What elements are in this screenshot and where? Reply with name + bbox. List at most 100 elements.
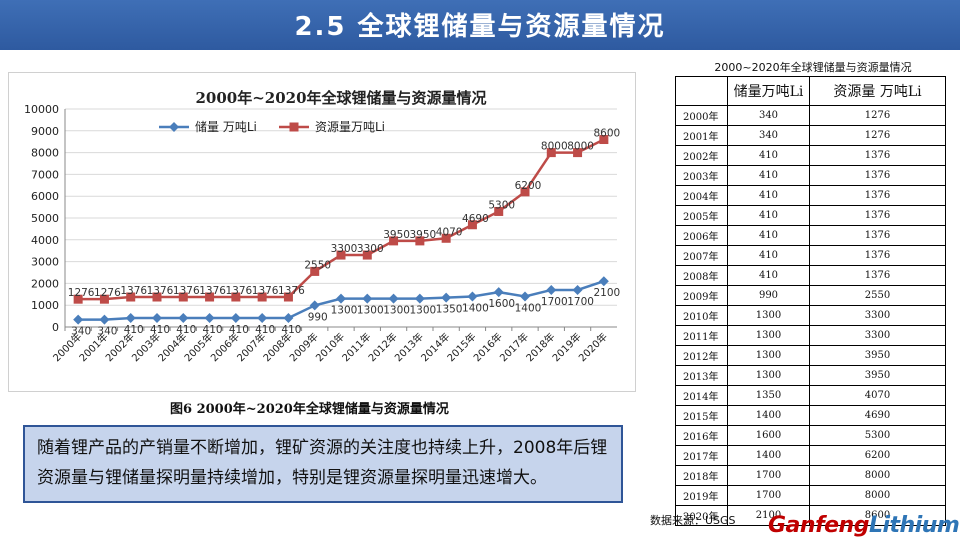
data-point (467, 291, 478, 302)
cell-year: 2018年 (675, 465, 728, 486)
data-point (204, 313, 215, 324)
y-tick-label: 6000 (31, 190, 59, 203)
cell-reserves: 1600 (727, 425, 810, 446)
data-point (283, 292, 293, 302)
cell-reserves: 410 (727, 205, 810, 226)
table-row: 2006年 410 1376 (675, 225, 946, 246)
cell-resources: 3300 (809, 325, 946, 346)
data-label: 3950 (409, 229, 436, 241)
data-label: 6200 (515, 180, 542, 192)
data-point (126, 292, 136, 302)
data-point (178, 292, 188, 302)
cell-year: 2001年 (675, 125, 728, 146)
data-point (573, 148, 583, 158)
data-label: 1400 (462, 302, 489, 314)
cell-reserves: 1400 (727, 405, 810, 426)
table-row: 2017年 1400 6200 (675, 445, 946, 466)
table-header-row: 储量万吨Li 资源量 万吨Li (675, 76, 946, 106)
data-label: 1376 (278, 285, 305, 297)
table-row: 2009年 990 2550 (675, 285, 946, 306)
data-label: 410 (176, 324, 196, 336)
data-point (336, 293, 346, 304)
cell-resources: 4690 (809, 405, 946, 426)
data-point (494, 206, 504, 216)
data-point (388, 293, 399, 304)
data-point (493, 287, 504, 298)
data-label: 1300 (357, 305, 384, 317)
data-label: 1300 (409, 305, 436, 317)
data-label: 410 (150, 324, 170, 336)
legend-label: 资源量万吨Li (315, 120, 385, 134)
cell-year: 2006年 (675, 225, 728, 246)
data-point (231, 292, 241, 302)
header-cell-year (675, 76, 728, 106)
cell-resources: 1276 (809, 125, 946, 146)
cell-reserves: 410 (727, 245, 810, 266)
data-point (257, 313, 268, 324)
data-label: 3300 (357, 243, 384, 255)
cell-resources: 5300 (809, 425, 946, 446)
data-point (257, 292, 267, 302)
data-label: 1350 (436, 304, 463, 316)
cell-year: 2012年 (675, 345, 728, 366)
cell-reserves: 1300 (727, 365, 810, 386)
data-label: 1376 (225, 285, 252, 297)
table-row: 2005年 410 1376 (675, 205, 946, 226)
data-label: 4070 (436, 226, 463, 238)
data-label: 1300 (383, 305, 410, 317)
data-label: 1276 (68, 287, 95, 299)
cell-year: 2005年 (675, 205, 728, 226)
data-label: 340 (97, 326, 117, 338)
data-label: 410 (255, 324, 275, 336)
cell-year: 2017年 (675, 445, 728, 466)
data-label: 340 (71, 326, 91, 338)
table-row: 2012年 1300 3950 (675, 345, 946, 366)
data-label: 1376 (173, 285, 200, 297)
cell-year: 2009年 (675, 285, 728, 306)
cell-resources: 1376 (809, 145, 946, 166)
cell-resources: 1376 (809, 245, 946, 266)
series-line (78, 138, 605, 301)
cell-reserves: 1700 (727, 485, 810, 506)
data-label: 1376 (120, 285, 147, 297)
data-label: 1376 (199, 285, 226, 297)
data-point (520, 187, 530, 197)
data-point (73, 294, 83, 304)
data-label: 3300 (331, 243, 358, 255)
cell-reserves: 340 (727, 125, 810, 146)
data-point (467, 220, 477, 230)
data-point (599, 135, 609, 145)
legend-label: 储量 万吨Li (195, 119, 257, 134)
y-tick-label: 10000 (24, 103, 59, 116)
cell-year: 2000年 (675, 105, 728, 126)
data-point (99, 314, 110, 325)
table-row: 2018年 1700 8000 (675, 465, 946, 486)
cell-reserves: 990 (727, 285, 810, 306)
chart-caption: 图6 2000年~2020年全球锂储量与资源量情况 (170, 402, 449, 417)
summary-note: 随着锂产品的产销量不断增加，锂矿资源的关注度也持续上升，2008年后锂资源量与锂… (23, 425, 623, 503)
cell-reserves: 410 (727, 225, 810, 246)
data-point (73, 314, 84, 325)
data-label: 2100 (593, 287, 620, 299)
cell-resources: 1276 (809, 105, 946, 126)
cell-resources: 4070 (809, 385, 946, 406)
cell-reserves: 1400 (727, 445, 810, 466)
table-row: 2014年 1350 4070 (675, 385, 946, 406)
data-point (362, 250, 372, 260)
data-point (125, 313, 136, 324)
cell-resources: 3950 (809, 345, 946, 366)
table-row: 2011年 1300 3300 (675, 325, 946, 346)
table-row: 2003年 410 1376 (675, 165, 946, 186)
cell-reserves: 410 (727, 265, 810, 286)
cell-reserves: 1700 (727, 465, 810, 486)
cell-year: 2003年 (675, 165, 728, 186)
table-row: 2010年 1300 3300 (675, 305, 946, 326)
chart-panel: 2000年~2020年全球锂储量与资源量情况 0 1000 2000 3000 4000 5… (8, 72, 636, 392)
cell-resources: 1376 (809, 225, 946, 246)
table-row: 2016年 1600 5300 (675, 425, 946, 446)
data-label: 5300 (488, 199, 515, 211)
data-point (230, 313, 241, 324)
table-row: 2004年 410 1376 (675, 185, 946, 206)
data-label: 1700 (567, 296, 594, 308)
data-label: 8600 (593, 128, 620, 140)
